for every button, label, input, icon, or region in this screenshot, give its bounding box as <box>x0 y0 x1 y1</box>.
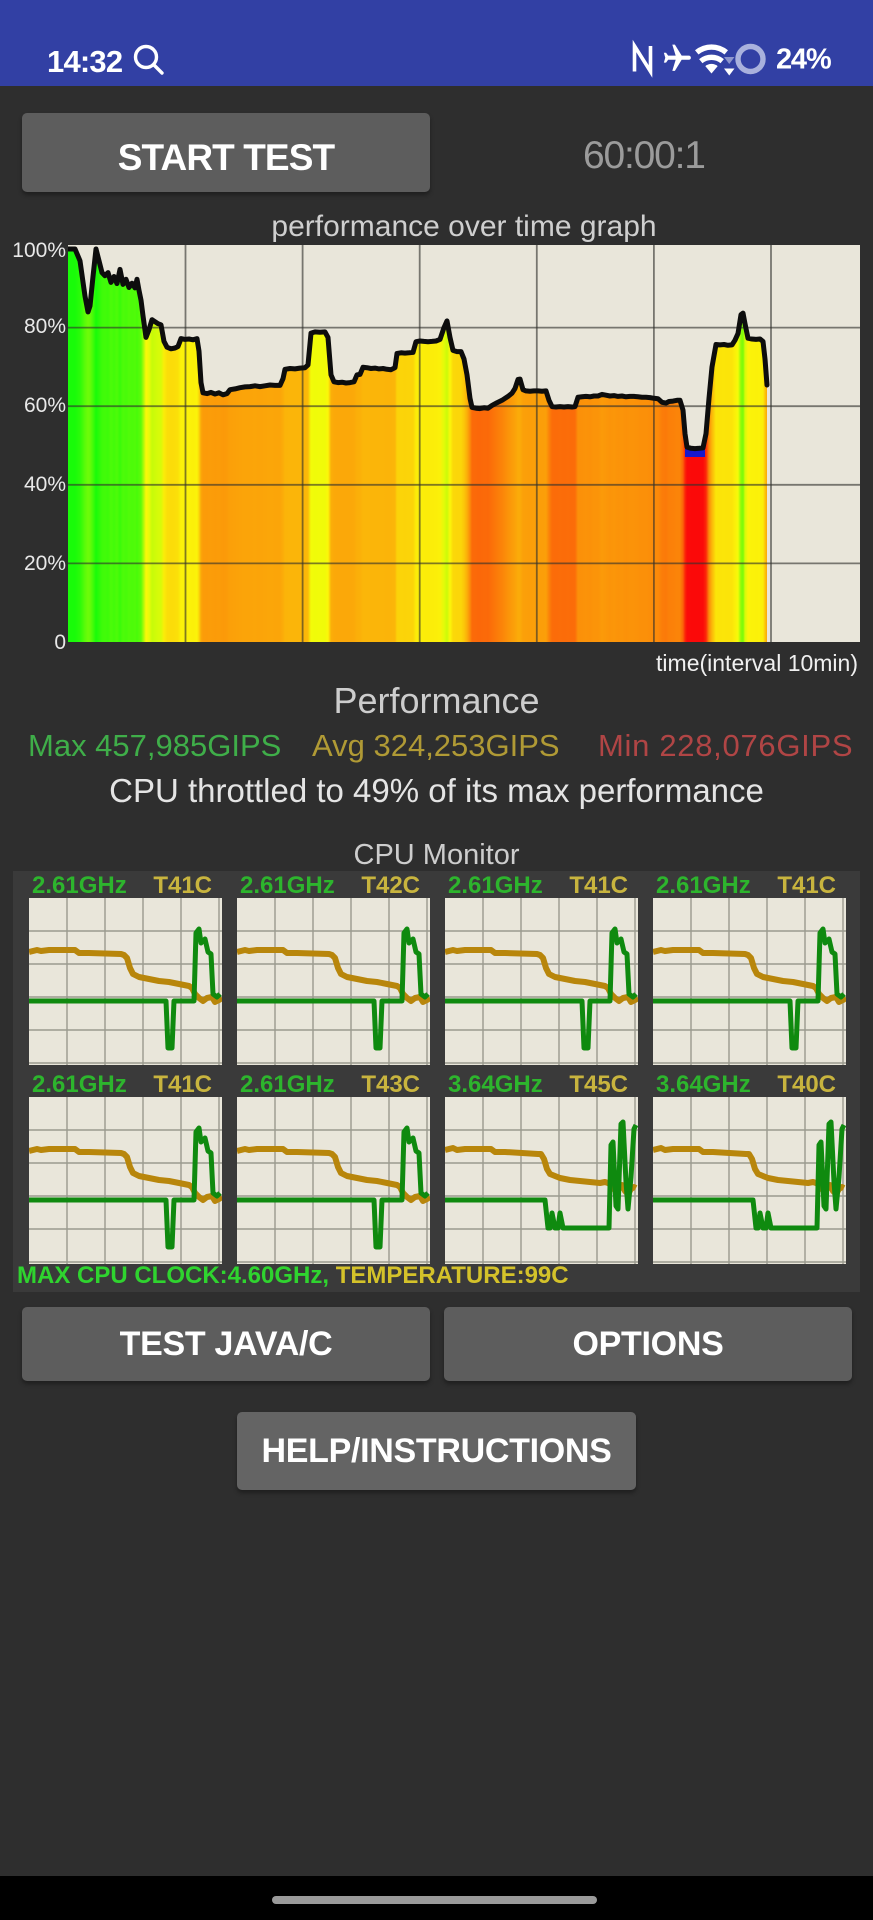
svg-text:24%: 24% <box>776 44 832 76</box>
